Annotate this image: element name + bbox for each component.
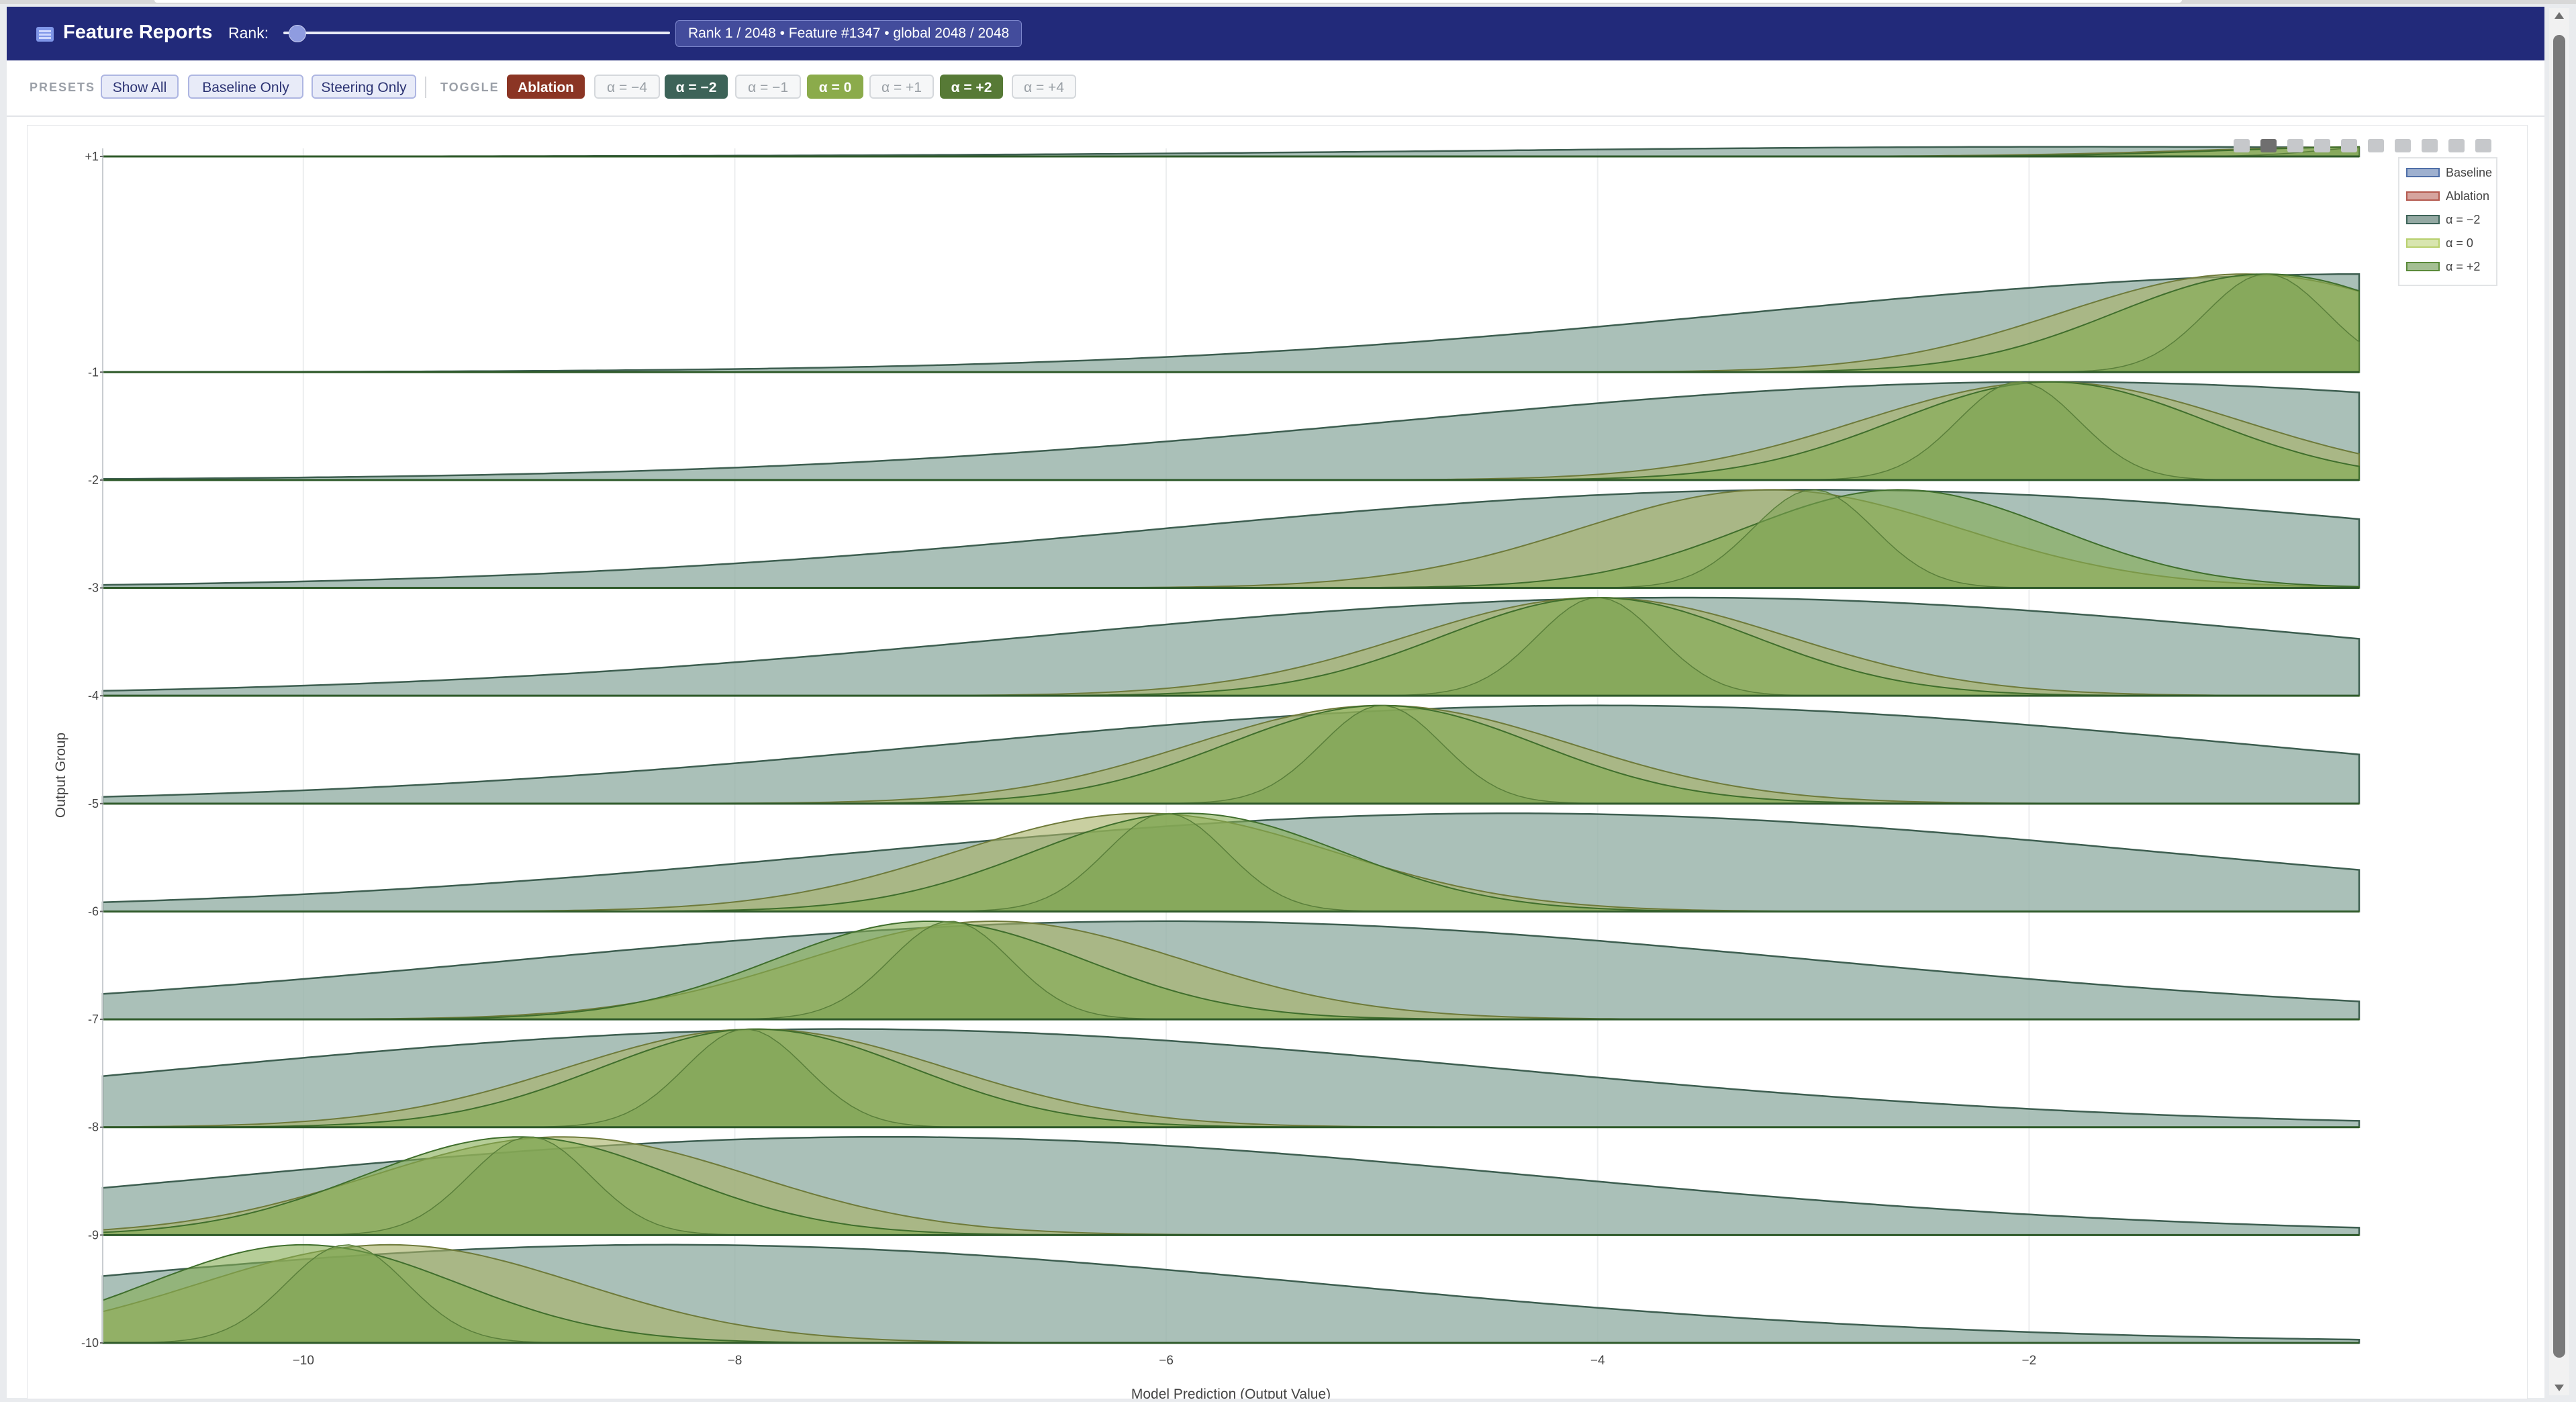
y-tick-label: -6 bbox=[88, 904, 99, 918]
rank-label: Rank: bbox=[228, 24, 269, 42]
zoom-in-icon[interactable] bbox=[2314, 139, 2330, 152]
rank-slider[interactable] bbox=[283, 24, 670, 42]
app-logo-icon bbox=[36, 27, 54, 42]
legend-swatch bbox=[2406, 238, 2440, 248]
ridge-group bbox=[101, 596, 2360, 697]
page-scrollbar[interactable] bbox=[2549, 8, 2569, 1395]
preset-steering-only-button[interactable]: Steering Only bbox=[312, 75, 416, 99]
preset-show-all-button[interactable]: Show All bbox=[101, 75, 179, 99]
y-tick-label: -7 bbox=[88, 1013, 99, 1026]
toggle-label: TOGGLE bbox=[440, 81, 499, 94]
header-bar: Feature Reports Rank: Rank 1 / 2048 • Fe… bbox=[7, 7, 2544, 60]
toggle-alpha-plus-2-button[interactable]: α = +2 bbox=[940, 75, 1003, 99]
x-tick-label: −4 bbox=[1590, 1354, 1605, 1368]
autoscale-icon[interactable] bbox=[2368, 139, 2384, 152]
legend-swatch bbox=[2406, 262, 2440, 271]
zoom-out-icon[interactable] bbox=[2341, 139, 2357, 152]
ridge-group bbox=[101, 1028, 2360, 1129]
hover-closest-icon[interactable] bbox=[2448, 139, 2465, 152]
x-axis-title: Model Prediction (Output Value) bbox=[1131, 1387, 1331, 1399]
legend-swatch bbox=[2406, 168, 2440, 177]
toggle-alpha-minus-2-button[interactable]: α = −2 bbox=[665, 75, 728, 99]
app-window: Feature Reports Rank: Rank 1 / 2048 • Fe… bbox=[7, 7, 2544, 1402]
legend-item[interactable]: α = +2 bbox=[2406, 260, 2480, 273]
chart-axes: +1 -1 -2 -3 -4 -5 -6 -7 -8 -9 -10 −10 −8 −6 −4 −2 Model … bbox=[53, 148, 2037, 1402]
ridge-group bbox=[101, 704, 2360, 805]
legend-item[interactable]: Baseline bbox=[2406, 166, 2492, 179]
ridge-group bbox=[101, 381, 2360, 481]
pan-icon[interactable] bbox=[2287, 139, 2303, 152]
toggle-ablation-button[interactable]: Ablation bbox=[507, 75, 585, 99]
browser-top-strip bbox=[0, 0, 2576, 4]
toolbar: PRESETS Show All Baseline Only Steering … bbox=[7, 60, 2544, 117]
legend-item[interactable]: α = −2 bbox=[2406, 213, 2480, 226]
legend-label: α = −2 bbox=[2446, 213, 2480, 226]
x-tick-label: −10 bbox=[293, 1354, 314, 1368]
y-tick-label: -2 bbox=[88, 473, 99, 487]
ridge-group bbox=[101, 1135, 2360, 1236]
presets-label: PRESETS bbox=[30, 81, 96, 94]
y-tick-label: -8 bbox=[88, 1121, 99, 1134]
scroll-down-icon[interactable] bbox=[2555, 1385, 2564, 1391]
toggle-alpha-0-button[interactable]: α = 0 bbox=[807, 75, 863, 99]
browser-tab-strip bbox=[154, 0, 2182, 3]
zoom-icon[interactable] bbox=[2260, 139, 2277, 152]
legend-label: α = +2 bbox=[2446, 260, 2480, 273]
plot-modebar bbox=[2234, 139, 2491, 152]
y-tick-label: +1 bbox=[85, 150, 99, 163]
preset-baseline-only-button[interactable]: Baseline Only bbox=[188, 75, 303, 99]
y-tick-label: -10 bbox=[81, 1336, 99, 1350]
x-tick-label: −2 bbox=[2022, 1354, 2037, 1368]
ridge-group bbox=[101, 1244, 2360, 1344]
ridge-groups bbox=[101, 146, 2360, 1344]
legend-label: Ablation bbox=[2446, 189, 2489, 203]
ridge-alpha-minus-2[interactable] bbox=[101, 920, 2360, 1021]
y-tick-label: -3 bbox=[88, 581, 99, 595]
y-axis-title: Output Group bbox=[53, 733, 68, 818]
chart-legend: Baseline Ablation α = −2 α = 0 α = +2 bbox=[2398, 157, 2497, 286]
x-tick-label: −8 bbox=[728, 1354, 743, 1368]
rank-info-badge: Rank 1 / 2048 • Feature #1347 • global 2… bbox=[675, 20, 1022, 47]
toggle-alpha-minus-1-button[interactable]: α = −1 bbox=[735, 75, 801, 99]
ridge-group bbox=[101, 489, 2360, 590]
legend-swatch bbox=[2406, 215, 2440, 224]
scroll-up-icon[interactable] bbox=[2555, 12, 2564, 19]
toggle-alpha-minus-4-button[interactable]: α = −4 bbox=[594, 75, 660, 99]
ridgeline-chart[interactable]: +1 -1 -2 -3 -4 -5 -6 -7 -8 -9 -10 −10 −8 −6 −4 −2 Model … bbox=[28, 126, 2527, 1402]
y-tick-label: -5 bbox=[88, 797, 99, 810]
spike-lines-icon[interactable] bbox=[2422, 139, 2438, 152]
x-tick-label: −6 bbox=[1159, 1354, 1174, 1368]
toggle-alpha-plus-1-button[interactable]: α = +1 bbox=[869, 75, 934, 99]
legend-item[interactable]: Ablation bbox=[2406, 189, 2489, 203]
ridge-group bbox=[101, 920, 2360, 1021]
reset-axes-icon[interactable] bbox=[2395, 139, 2411, 152]
ridge-group bbox=[101, 273, 2360, 373]
rank-slider-track[interactable] bbox=[283, 32, 670, 34]
ridge-group bbox=[101, 146, 2360, 158]
rank-slider-thumb[interactable] bbox=[289, 25, 306, 42]
legend-label: Baseline bbox=[2446, 166, 2492, 179]
plot-container: +1 -1 -2 -3 -4 -5 -6 -7 -8 -9 -10 −10 −8 −6 −4 −2 Model … bbox=[27, 125, 2528, 1402]
hover-compare-icon[interactable] bbox=[2475, 139, 2491, 152]
scrollbar-thumb[interactable] bbox=[2553, 35, 2565, 1358]
camera-icon[interactable] bbox=[2234, 139, 2250, 152]
toolbar-divider bbox=[425, 77, 426, 98]
toggle-alpha-plus-4-button[interactable]: α = +4 bbox=[1012, 75, 1076, 99]
y-tick-label: -1 bbox=[88, 365, 99, 379]
legend-label: α = 0 bbox=[2446, 236, 2473, 250]
y-tick-label: -9 bbox=[88, 1228, 99, 1242]
y-tick-label: -4 bbox=[88, 689, 99, 702]
ridge-group bbox=[101, 812, 2360, 913]
legend-item[interactable]: α = 0 bbox=[2406, 236, 2473, 250]
app-title: Feature Reports bbox=[63, 21, 213, 43]
legend-swatch bbox=[2406, 191, 2440, 201]
